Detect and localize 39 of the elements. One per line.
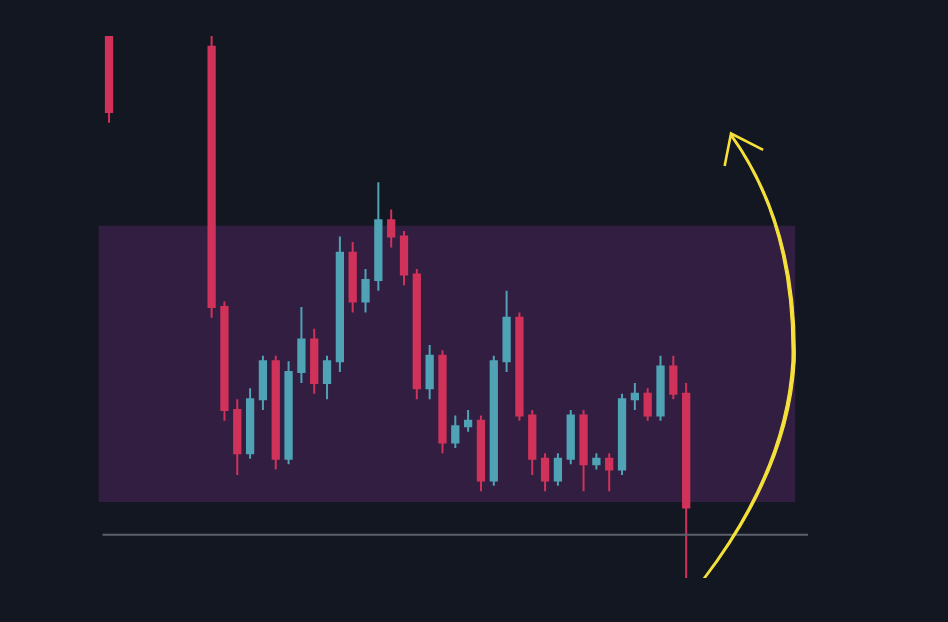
candlestick [438,349,447,455]
candlestick [271,354,280,471]
candlestick [540,452,550,493]
candlestick [104,36,114,124]
candlestick [489,354,498,487]
candlestick [553,452,563,487]
candlestick [669,354,678,401]
candlestick [412,268,421,401]
candlestick [451,414,460,449]
candlestick [605,452,614,493]
candlestick [245,387,255,460]
candlestick [515,311,524,422]
candlestick [284,360,293,466]
candlestick [630,381,639,411]
candlestick [297,306,306,384]
candlestick [592,452,601,471]
candlestick [682,381,691,578]
candlestick [387,208,396,249]
candlestick [361,268,370,314]
candlestick [399,230,409,287]
candlestick [233,398,242,477]
candlestick [425,343,434,401]
candlestick [258,354,268,411]
candlestick [617,392,627,477]
candlestick [220,300,229,422]
candlestick [374,181,383,292]
candlestick [348,240,357,314]
candlestick [566,408,575,466]
candlestick [310,327,319,395]
candlestick [476,414,486,493]
candlestick [335,235,345,374]
candlestick [656,354,665,422]
candlestick [643,387,652,422]
candlestick [207,36,216,319]
candlestick [502,289,511,374]
candlestick [463,408,473,433]
candlestick [528,408,537,477]
candlestick [322,354,332,401]
candlestick [579,408,588,493]
